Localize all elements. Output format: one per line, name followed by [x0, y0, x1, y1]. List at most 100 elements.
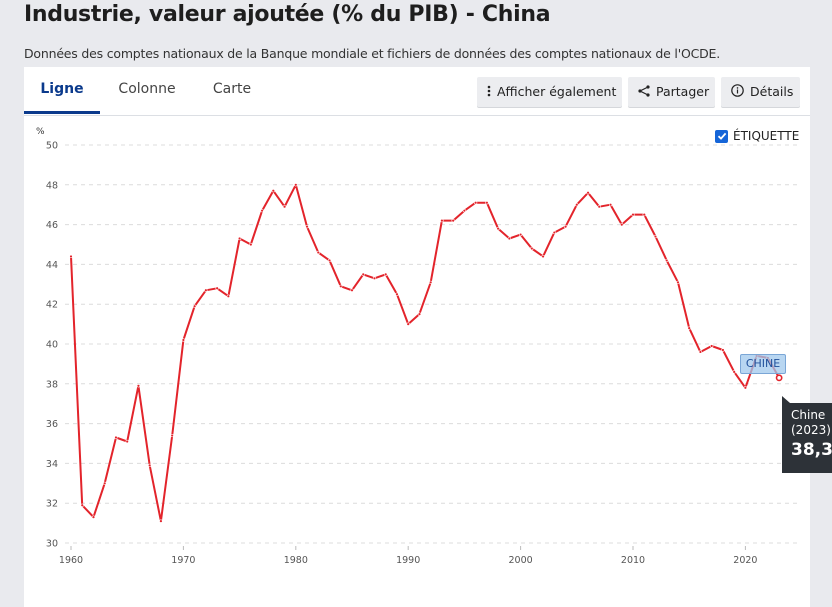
data-point-core [440, 219, 444, 222]
y-tick-label: 30 [46, 539, 58, 550]
data-point-core [474, 201, 477, 204]
data-point-core [643, 213, 646, 216]
y-tick-label: 50 [46, 141, 58, 152]
y-axis-unit: % [36, 127, 45, 137]
y-tick-label: 34 [46, 459, 58, 470]
data-point-core [126, 440, 129, 443]
x-tick-label: 1960 [59, 555, 83, 566]
data-point-core [721, 348, 725, 352]
data-point-core [294, 183, 297, 186]
data-point-core [305, 225, 309, 228]
data-point-core [92, 516, 95, 519]
y-tick-label: 40 [46, 340, 58, 351]
series-line [70, 183, 780, 523]
share-label: Partager [656, 84, 710, 99]
data-point-core [463, 209, 466, 212]
data-point-core [227, 295, 230, 298]
info-icon [731, 78, 744, 108]
data-point-core [598, 205, 601, 208]
data-point-core [665, 259, 668, 262]
data-point-core [407, 323, 410, 326]
x-tick-label: 2010 [621, 555, 645, 566]
data-point-core [541, 255, 545, 258]
data-point-core [238, 237, 241, 240]
data-point-core [384, 273, 387, 276]
data-point-core [620, 223, 623, 226]
data-point-core [81, 504, 84, 507]
data-point-core [452, 219, 455, 222]
page-title: Industrie, valeur ajoutée (% du PIB) - C… [24, 2, 551, 27]
data-point-core [631, 213, 635, 216]
y-tick-label: 48 [46, 180, 58, 191]
label-toggle-text: ÉTIQUETTE [733, 129, 800, 143]
tooltip-value: 38,3 [791, 440, 832, 460]
data-point-core [249, 243, 252, 246]
data-point-core [429, 281, 432, 284]
y-tick-label: 42 [46, 300, 58, 311]
data-point-core [272, 189, 275, 192]
label-toggle[interactable]: ÉTIQUETTE [715, 129, 799, 143]
tab-colonne[interactable]: Colonne [118, 81, 176, 97]
y-tick-label: 36 [46, 419, 58, 430]
show-also-label: Afficher également [497, 84, 617, 99]
data-point-core [418, 313, 421, 316]
data-point-core [373, 277, 376, 280]
data-point-core [575, 203, 578, 206]
data-point-core [69, 255, 73, 258]
data-point-core [260, 209, 264, 212]
data-point-core [159, 520, 163, 523]
data-point-core [699, 350, 702, 354]
data-point-core [508, 237, 511, 240]
data-point-core [193, 305, 196, 308]
details-label: Détails [750, 84, 794, 99]
show-also-button[interactable]: Afficher également [477, 77, 622, 107]
y-tick-label: 46 [46, 220, 58, 231]
data-point-core [182, 338, 185, 342]
tab-carte[interactable]: Carte [212, 81, 252, 97]
share-icon [638, 78, 650, 108]
data-point-core [395, 293, 399, 296]
details-button[interactable]: Détails [721, 77, 800, 107]
data-point-core [485, 201, 488, 204]
data-point-core [553, 231, 556, 234]
data-point-core [114, 436, 118, 439]
data-point-core [710, 344, 713, 348]
y-tick-label: 32 [46, 499, 58, 510]
data-point-core [339, 285, 342, 288]
tab-bar: Ligne Colonne Carte Afficher également P… [24, 67, 810, 116]
data-point-core [204, 289, 207, 292]
x-tick-label: 1970 [171, 555, 195, 566]
tab-ligne[interactable]: Ligne [24, 67, 100, 114]
line-chart: % 30 32 34 36 38 40 42 44 46 48 50 1960 1970 1980 1990 2… [36, 127, 800, 566]
data-point-core [688, 326, 691, 330]
data-point-core [497, 227, 500, 230]
chart-panel: Ligne Colonne Carte Afficher également P… [24, 67, 810, 607]
checkbox-checked-icon[interactable] [715, 129, 728, 143]
tooltip-year: (2023) [791, 423, 831, 437]
tooltip-arrow [782, 396, 790, 403]
data-point-core [103, 482, 106, 485]
x-tick-label: 2000 [509, 555, 533, 566]
y-tick-label: 38 [46, 379, 58, 390]
data-point-core [283, 205, 286, 208]
series-end-label: CHINE [740, 354, 786, 374]
data-tooltip: Chine (2023) 38,3 [782, 396, 832, 473]
tooltip-series-name: Chine [791, 408, 826, 422]
data-point-core [171, 434, 174, 437]
data-point-core [328, 259, 331, 262]
data-point-core [350, 289, 354, 292]
x-tick-label: 1990 [396, 555, 420, 566]
data-point-core [654, 235, 657, 238]
data-point-core [733, 370, 736, 373]
data-point-core [317, 251, 320, 254]
data-point-core [362, 273, 365, 276]
data-point-core [564, 225, 567, 228]
y-tick-label: 44 [46, 260, 58, 271]
x-tick-label: 2020 [733, 555, 757, 566]
data-point-core [137, 384, 140, 387]
data-point-core [609, 203, 612, 206]
data-point-core [676, 281, 680, 284]
data-point-core [744, 386, 747, 389]
data-point-core [216, 287, 219, 290]
share-button[interactable]: Partager [628, 77, 715, 107]
